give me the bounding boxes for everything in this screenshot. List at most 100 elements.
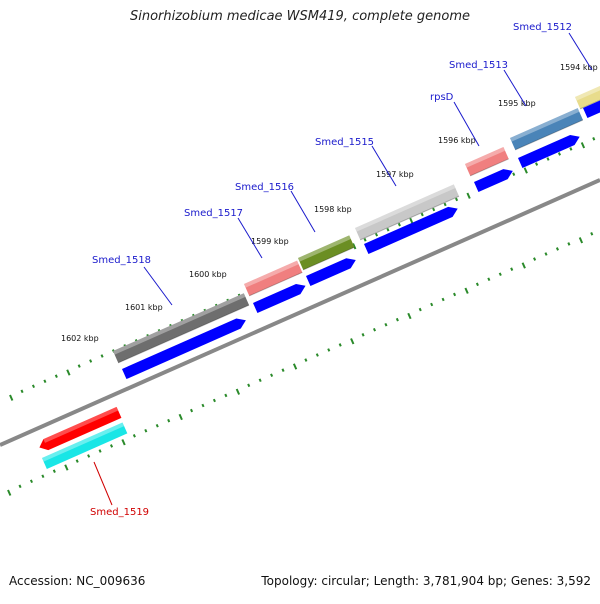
kbp-tick bbox=[455, 197, 459, 202]
kbp-tick bbox=[100, 354, 104, 358]
kbp-tick bbox=[580, 142, 586, 149]
cds-arrow bbox=[122, 318, 246, 380]
kbp-tick bbox=[43, 379, 47, 383]
genome-backbone bbox=[0, 178, 600, 447]
kbp-tick bbox=[304, 358, 308, 362]
kbp-tick bbox=[212, 398, 216, 403]
kbp-tick bbox=[87, 454, 91, 458]
kbp-tick bbox=[41, 474, 45, 478]
kbp-tick bbox=[121, 439, 126, 446]
kbp-tick bbox=[567, 242, 571, 246]
kbp-tick bbox=[420, 212, 424, 217]
kbp-tick bbox=[52, 469, 56, 473]
kbp-label: 1601 kbp bbox=[125, 303, 163, 312]
kbp-label: 1602 kbp bbox=[61, 334, 99, 343]
gene-label-smed-1518: Smed_1518 bbox=[92, 255, 151, 266]
accession-text: Accession: NC_009636 bbox=[9, 574, 146, 588]
gene-feature-smed-1516 bbox=[298, 235, 355, 271]
kbp-tick bbox=[235, 388, 241, 395]
kbp-label: 1597 kbp bbox=[376, 170, 414, 179]
cds-arrow bbox=[364, 206, 458, 255]
kbp-tick bbox=[327, 348, 331, 352]
kbp-tick bbox=[281, 368, 285, 372]
genome-summary-text: Topology: circular; Length: 3,781,904 bp… bbox=[261, 574, 591, 588]
kbp-tick bbox=[512, 172, 516, 176]
kbp-tick bbox=[466, 192, 471, 199]
kbp-tick bbox=[363, 238, 367, 242]
kbp-tick bbox=[361, 333, 365, 337]
kbp-tick bbox=[386, 227, 390, 232]
gene-features bbox=[39, 85, 600, 451]
kbp-tick bbox=[201, 403, 205, 408]
gene-label-smed-1516: Smed_1516 bbox=[235, 182, 294, 193]
cds-arrow bbox=[253, 284, 306, 314]
kbp-tick bbox=[533, 257, 537, 261]
kbp-tick bbox=[89, 359, 93, 363]
gene-label-smed-1517: Smed_1517 bbox=[184, 208, 243, 219]
kbp-tick bbox=[407, 312, 412, 320]
kbp-label: 1600 kbp bbox=[189, 270, 227, 279]
gene-feature-smed-1515 bbox=[355, 184, 460, 241]
kbp-tick bbox=[590, 232, 594, 236]
kbp-tick bbox=[464, 287, 469, 294]
kbp-tick bbox=[418, 307, 422, 312]
gene-label-smed-1513: Smed_1513 bbox=[449, 60, 508, 71]
kbp-tick bbox=[31, 384, 35, 389]
kbp-tick bbox=[167, 418, 171, 423]
kbp-tick bbox=[64, 464, 69, 471]
gene-feature-smed-1513 bbox=[510, 108, 584, 151]
gene-label-smed-1512: Smed_1512 bbox=[513, 22, 572, 33]
cds-arrow-cyan bbox=[42, 422, 128, 469]
kbp-tick bbox=[132, 434, 136, 438]
kbp-tick bbox=[430, 302, 434, 307]
kbp-tick bbox=[510, 267, 514, 271]
cds-features bbox=[42, 100, 600, 469]
kbp-tick bbox=[75, 459, 79, 463]
gene-callout-lines bbox=[143, 32, 593, 306]
kbp-tick bbox=[350, 338, 355, 345]
cds-arrow bbox=[306, 258, 356, 287]
kbp-tick bbox=[66, 369, 71, 376]
kbp-tick bbox=[487, 277, 491, 282]
gene-feature-smed-1517 bbox=[244, 260, 303, 297]
kbp-tick bbox=[20, 389, 24, 394]
kbp-tick bbox=[569, 147, 573, 151]
kbp-tick bbox=[258, 378, 262, 383]
kbp-tick bbox=[224, 393, 228, 398]
gene-feature-smed-1512 bbox=[575, 85, 600, 110]
kbp-tick bbox=[544, 252, 548, 256]
kbp-label: 1594 kbp bbox=[560, 63, 598, 72]
gene-feature-rpsd bbox=[465, 147, 509, 177]
gene-feature-smed-1519 bbox=[39, 406, 122, 451]
gene-callout-line-red bbox=[93, 461, 113, 506]
cds-arrow bbox=[583, 100, 600, 119]
kbp-tick bbox=[190, 408, 194, 413]
kbp-tick bbox=[498, 272, 502, 276]
kbp-label: 1595 kbp bbox=[498, 99, 536, 108]
kbp-tick bbox=[374, 232, 379, 237]
kbp-tick bbox=[397, 222, 401, 227]
kbp-tick bbox=[443, 202, 447, 207]
kbp-tick bbox=[155, 423, 159, 428]
kbp-tick bbox=[9, 394, 14, 401]
kbp-tick bbox=[372, 327, 377, 332]
kbp-tick bbox=[109, 444, 114, 448]
kbp-tick bbox=[546, 157, 550, 161]
kbp-tick bbox=[441, 297, 445, 302]
kbp-tick bbox=[523, 167, 528, 174]
kbp-tick bbox=[54, 374, 58, 378]
kbp-tick bbox=[18, 484, 22, 489]
kbp-tick bbox=[395, 317, 399, 322]
kbp-label: 1599 kbp bbox=[251, 237, 289, 246]
kbp-tick bbox=[555, 247, 559, 251]
kbp-tick bbox=[292, 363, 298, 370]
kbp-tick bbox=[315, 353, 319, 357]
map-title: Sinorhizobium medicae WSM419, complete g… bbox=[129, 9, 471, 24]
kbp-tick bbox=[521, 262, 526, 269]
kbp-tick bbox=[352, 243, 357, 250]
kbp-label: 1596 kbp bbox=[438, 136, 476, 145]
kbp-tick bbox=[384, 322, 388, 327]
kbp-tick bbox=[453, 292, 457, 297]
